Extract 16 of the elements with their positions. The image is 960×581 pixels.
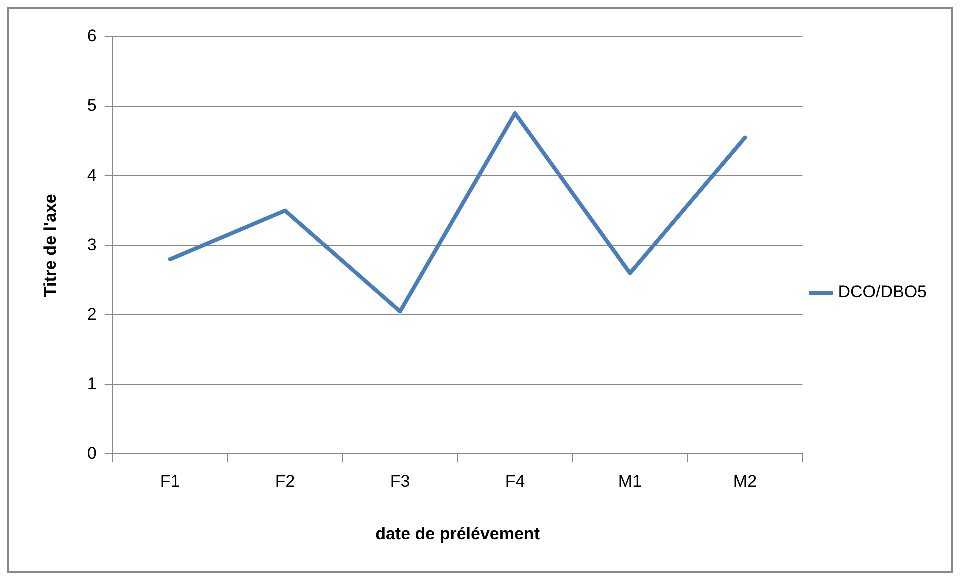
x-tick-label: F4 xyxy=(505,472,526,492)
legend-label: DCO/DBO5 xyxy=(838,282,928,302)
y-tick-label: 1 xyxy=(87,374,97,394)
y-tick-label: 0 xyxy=(87,444,97,463)
x-axis-title: date de prélévement xyxy=(376,524,540,544)
y-axis-title: Titre de l'axe xyxy=(40,194,60,298)
y-tick-label: 6 xyxy=(87,26,97,46)
x-tick-label: F2 xyxy=(275,472,296,492)
y-tick-label: 4 xyxy=(87,166,97,185)
y-tick-label: 5 xyxy=(87,96,97,116)
x-tick-label: M1 xyxy=(618,472,642,492)
x-tick-label: F1 xyxy=(160,472,180,492)
y-tick-label: 3 xyxy=(87,235,97,254)
x-tick-label: M2 xyxy=(733,472,758,492)
x-tick-label: F3 xyxy=(390,472,410,492)
y-tick-label: 2 xyxy=(87,304,97,324)
